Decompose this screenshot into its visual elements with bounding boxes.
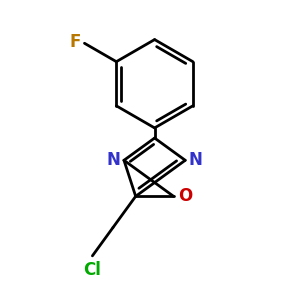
Text: Cl: Cl [83,261,101,279]
Text: F: F [69,33,81,51]
Text: N: N [106,151,120,169]
Text: O: O [178,187,192,205]
Text: N: N [189,151,203,169]
